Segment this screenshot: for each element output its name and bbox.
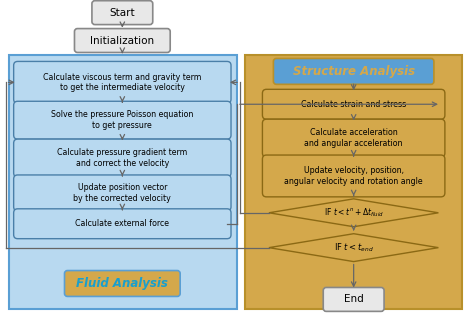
Text: Calculate external force: Calculate external force — [75, 219, 169, 228]
Text: IF $t < t_{end}$: IF $t < t_{end}$ — [334, 241, 374, 254]
FancyBboxPatch shape — [14, 209, 231, 239]
Text: Fluid Analysis: Fluid Analysis — [76, 277, 168, 290]
Text: End: End — [344, 295, 364, 304]
FancyBboxPatch shape — [263, 155, 445, 197]
FancyBboxPatch shape — [245, 55, 462, 309]
FancyBboxPatch shape — [14, 175, 231, 211]
Text: Structure Analysis: Structure Analysis — [292, 65, 415, 78]
FancyBboxPatch shape — [14, 139, 231, 177]
Polygon shape — [269, 234, 438, 262]
FancyBboxPatch shape — [14, 61, 231, 103]
FancyBboxPatch shape — [263, 89, 445, 119]
Text: Calculate strain and stress: Calculate strain and stress — [301, 100, 406, 109]
FancyBboxPatch shape — [323, 287, 384, 311]
FancyBboxPatch shape — [273, 58, 434, 84]
Text: Calculate pressure gradient term
and correct the velocity: Calculate pressure gradient term and cor… — [57, 148, 187, 168]
Text: Solve the pressure Poisson equation
to get pressure: Solve the pressure Poisson equation to g… — [51, 111, 193, 130]
Text: Calculate viscous term and gravity term
to get the intermediate velocity: Calculate viscous term and gravity term … — [43, 72, 201, 92]
Text: IF $t < t^n + \Delta t_{fluid}$: IF $t < t^n + \Delta t_{fluid}$ — [324, 207, 383, 219]
FancyBboxPatch shape — [9, 55, 237, 309]
Text: Update velocity, position,
angular velocity and rotation angle: Update velocity, position, angular veloc… — [284, 166, 423, 186]
FancyBboxPatch shape — [92, 1, 153, 25]
Polygon shape — [269, 199, 438, 227]
FancyBboxPatch shape — [14, 101, 231, 139]
FancyBboxPatch shape — [74, 29, 170, 52]
Text: Start: Start — [109, 8, 135, 18]
FancyBboxPatch shape — [64, 271, 180, 297]
FancyBboxPatch shape — [263, 119, 445, 157]
Text: Initialization: Initialization — [90, 35, 155, 46]
Text: Calculate acceleration
and angular acceleration: Calculate acceleration and angular accel… — [304, 128, 403, 148]
Text: Update position vector
by the corrected velocity: Update position vector by the corrected … — [73, 183, 171, 203]
